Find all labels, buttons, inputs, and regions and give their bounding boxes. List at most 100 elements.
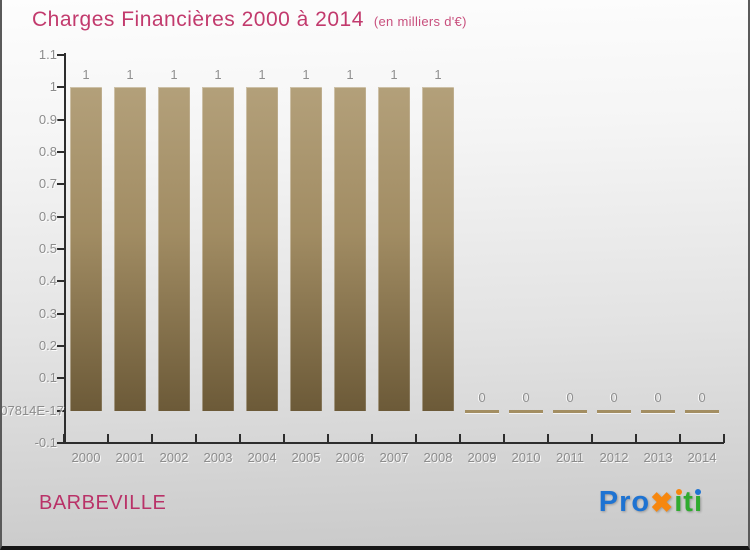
logo-i-stem: ı — [674, 486, 684, 518]
x-axis-tick — [239, 434, 241, 443]
y-axis-tick-label: 0.9 — [38, 111, 57, 127]
zero-bar-2012 — [597, 409, 631, 413]
bar-value-label: 1 — [170, 67, 178, 83]
bar-value-label: 1 — [346, 67, 354, 83]
bar-2008 — [422, 87, 454, 411]
bar-2006 — [334, 87, 366, 411]
chart-subtitle: (en milliers d'€) — [373, 14, 467, 29]
x-axis-tick — [547, 434, 549, 443]
y-axis-tick — [57, 151, 66, 153]
bar-value-label: 1 — [82, 67, 90, 83]
y-axis-tick — [57, 54, 66, 56]
x-axis-category-label: 2001 — [115, 450, 145, 465]
y-axis-tick — [57, 312, 66, 315]
bar-value-label: 0 — [478, 389, 486, 405]
x-axis-category-label: 2008 — [423, 450, 453, 465]
x-axis-category-label: 2014 — [687, 450, 717, 465]
x-axis-category-label: 2003 — [203, 450, 233, 465]
x-axis-tick — [327, 434, 329, 443]
bar-value-label: 0 — [566, 389, 574, 405]
bar-value-label: 1 — [302, 67, 310, 83]
x-axis-tick — [591, 434, 593, 443]
bar-value-label: 0 — [610, 389, 618, 405]
zero-bar-2013 — [641, 409, 675, 413]
x-axis-tick — [503, 434, 505, 443]
logo-text-segment: Pro — [598, 486, 651, 518]
x-axis-tick — [283, 434, 285, 443]
y-axis-tick-label: 0.7 — [38, 176, 57, 192]
y-axis-tick — [57, 248, 66, 250]
y-axis-tick-label: 0.4 — [38, 273, 57, 289]
x-axis-category-label: 2000 — [71, 450, 101, 465]
zero-bar-2014 — [685, 409, 719, 413]
x-axis-tick — [107, 434, 109, 443]
chart-title: Charges Financières 2000 à 2014 — [32, 8, 364, 31]
logo-i-stem: ı — [693, 486, 703, 518]
y-axis-tick-label: -0.1 — [34, 435, 57, 450]
bar-value-label: 1 — [434, 67, 442, 83]
proxiti-logo: Pro✖ ıt ı — [599, 486, 703, 519]
y-axis-tick-label: 0.3 — [38, 305, 57, 321]
zero-bar-2010 — [509, 409, 543, 413]
bar-2005 — [290, 87, 322, 411]
y-axis-tick — [57, 345, 66, 347]
bar-2003 — [202, 87, 234, 411]
y-axis-tick — [57, 409, 66, 412]
x-axis-category-label: 2002 — [159, 450, 189, 465]
x-axis-category-label: 2006 — [335, 450, 365, 465]
y-axis-tick-label: 0.8 — [38, 144, 57, 159]
x-axis-category-label: 2005 — [291, 450, 321, 465]
bar-value-label: 1 — [390, 67, 398, 83]
chart-header: Charges Financières 2000 à 2014 (en milli… — [32, 8, 467, 32]
y-axis-tick — [57, 215, 66, 218]
y-axis-tick-label: 007814E-17 — [0, 402, 64, 418]
x-axis-category-label: 2010 — [511, 450, 541, 465]
x-axis-category-label: 2007 — [379, 450, 409, 465]
x-axis-category-label: 2011 — [556, 450, 584, 465]
y-axis-tick-label: 0.1 — [38, 370, 57, 386]
x-axis-tick — [679, 434, 681, 443]
bar-2000 — [70, 87, 102, 411]
x-axis-tick — [459, 434, 461, 443]
bar-2007 — [378, 87, 410, 411]
x-axis-line — [64, 442, 724, 444]
bar-value-label: 1 — [214, 67, 222, 83]
bar-value-label: 1 — [258, 67, 266, 83]
y-axis-tick-label: 1.1 — [38, 47, 57, 62]
x-axis-category-label: 2004 — [247, 450, 277, 465]
logo-letter-i: ı — [674, 486, 683, 519]
y-axis-tick-label: 0.5 — [38, 241, 57, 256]
y-axis-tick-label: 1 — [49, 79, 57, 95]
logo-x-glyph: ✖ — [650, 487, 675, 518]
y-axis-tick-label: 0.6 — [38, 208, 57, 224]
logo-i-dot — [695, 489, 702, 495]
y-axis-tick — [57, 377, 66, 380]
zero-bar-2011 — [553, 409, 587, 413]
x-axis-tick — [371, 434, 373, 443]
bar-value-label: 0 — [698, 389, 706, 405]
y-axis-tick — [57, 86, 66, 89]
y-axis-tick — [57, 183, 66, 186]
bar-value-label: 0 — [522, 389, 530, 405]
logo-i-dot — [675, 489, 682, 495]
bar-2001 — [114, 87, 146, 411]
x-axis-tick — [195, 434, 197, 443]
y-axis-tick — [57, 118, 66, 121]
y-axis-tick — [57, 442, 66, 444]
x-axis-tick — [63, 434, 65, 443]
y-axis-tick — [57, 280, 66, 283]
location-label: BARBEVILLE — [39, 492, 167, 514]
x-axis-category-label: 2013 — [643, 450, 673, 465]
y-axis-tick-label: 0.2 — [38, 338, 57, 353]
x-axis-tick — [151, 434, 153, 443]
x-axis-tick — [635, 434, 637, 443]
bar-value-label: 1 — [126, 67, 134, 83]
logo-letter-i: ı — [694, 486, 703, 519]
x-axis-category-label: 2012 — [599, 450, 629, 465]
zero-bar-2009 — [465, 409, 499, 413]
x-axis-tick — [723, 434, 725, 443]
bar-value-label: 0 — [654, 389, 662, 405]
logo-text-segment: t — [683, 486, 694, 518]
